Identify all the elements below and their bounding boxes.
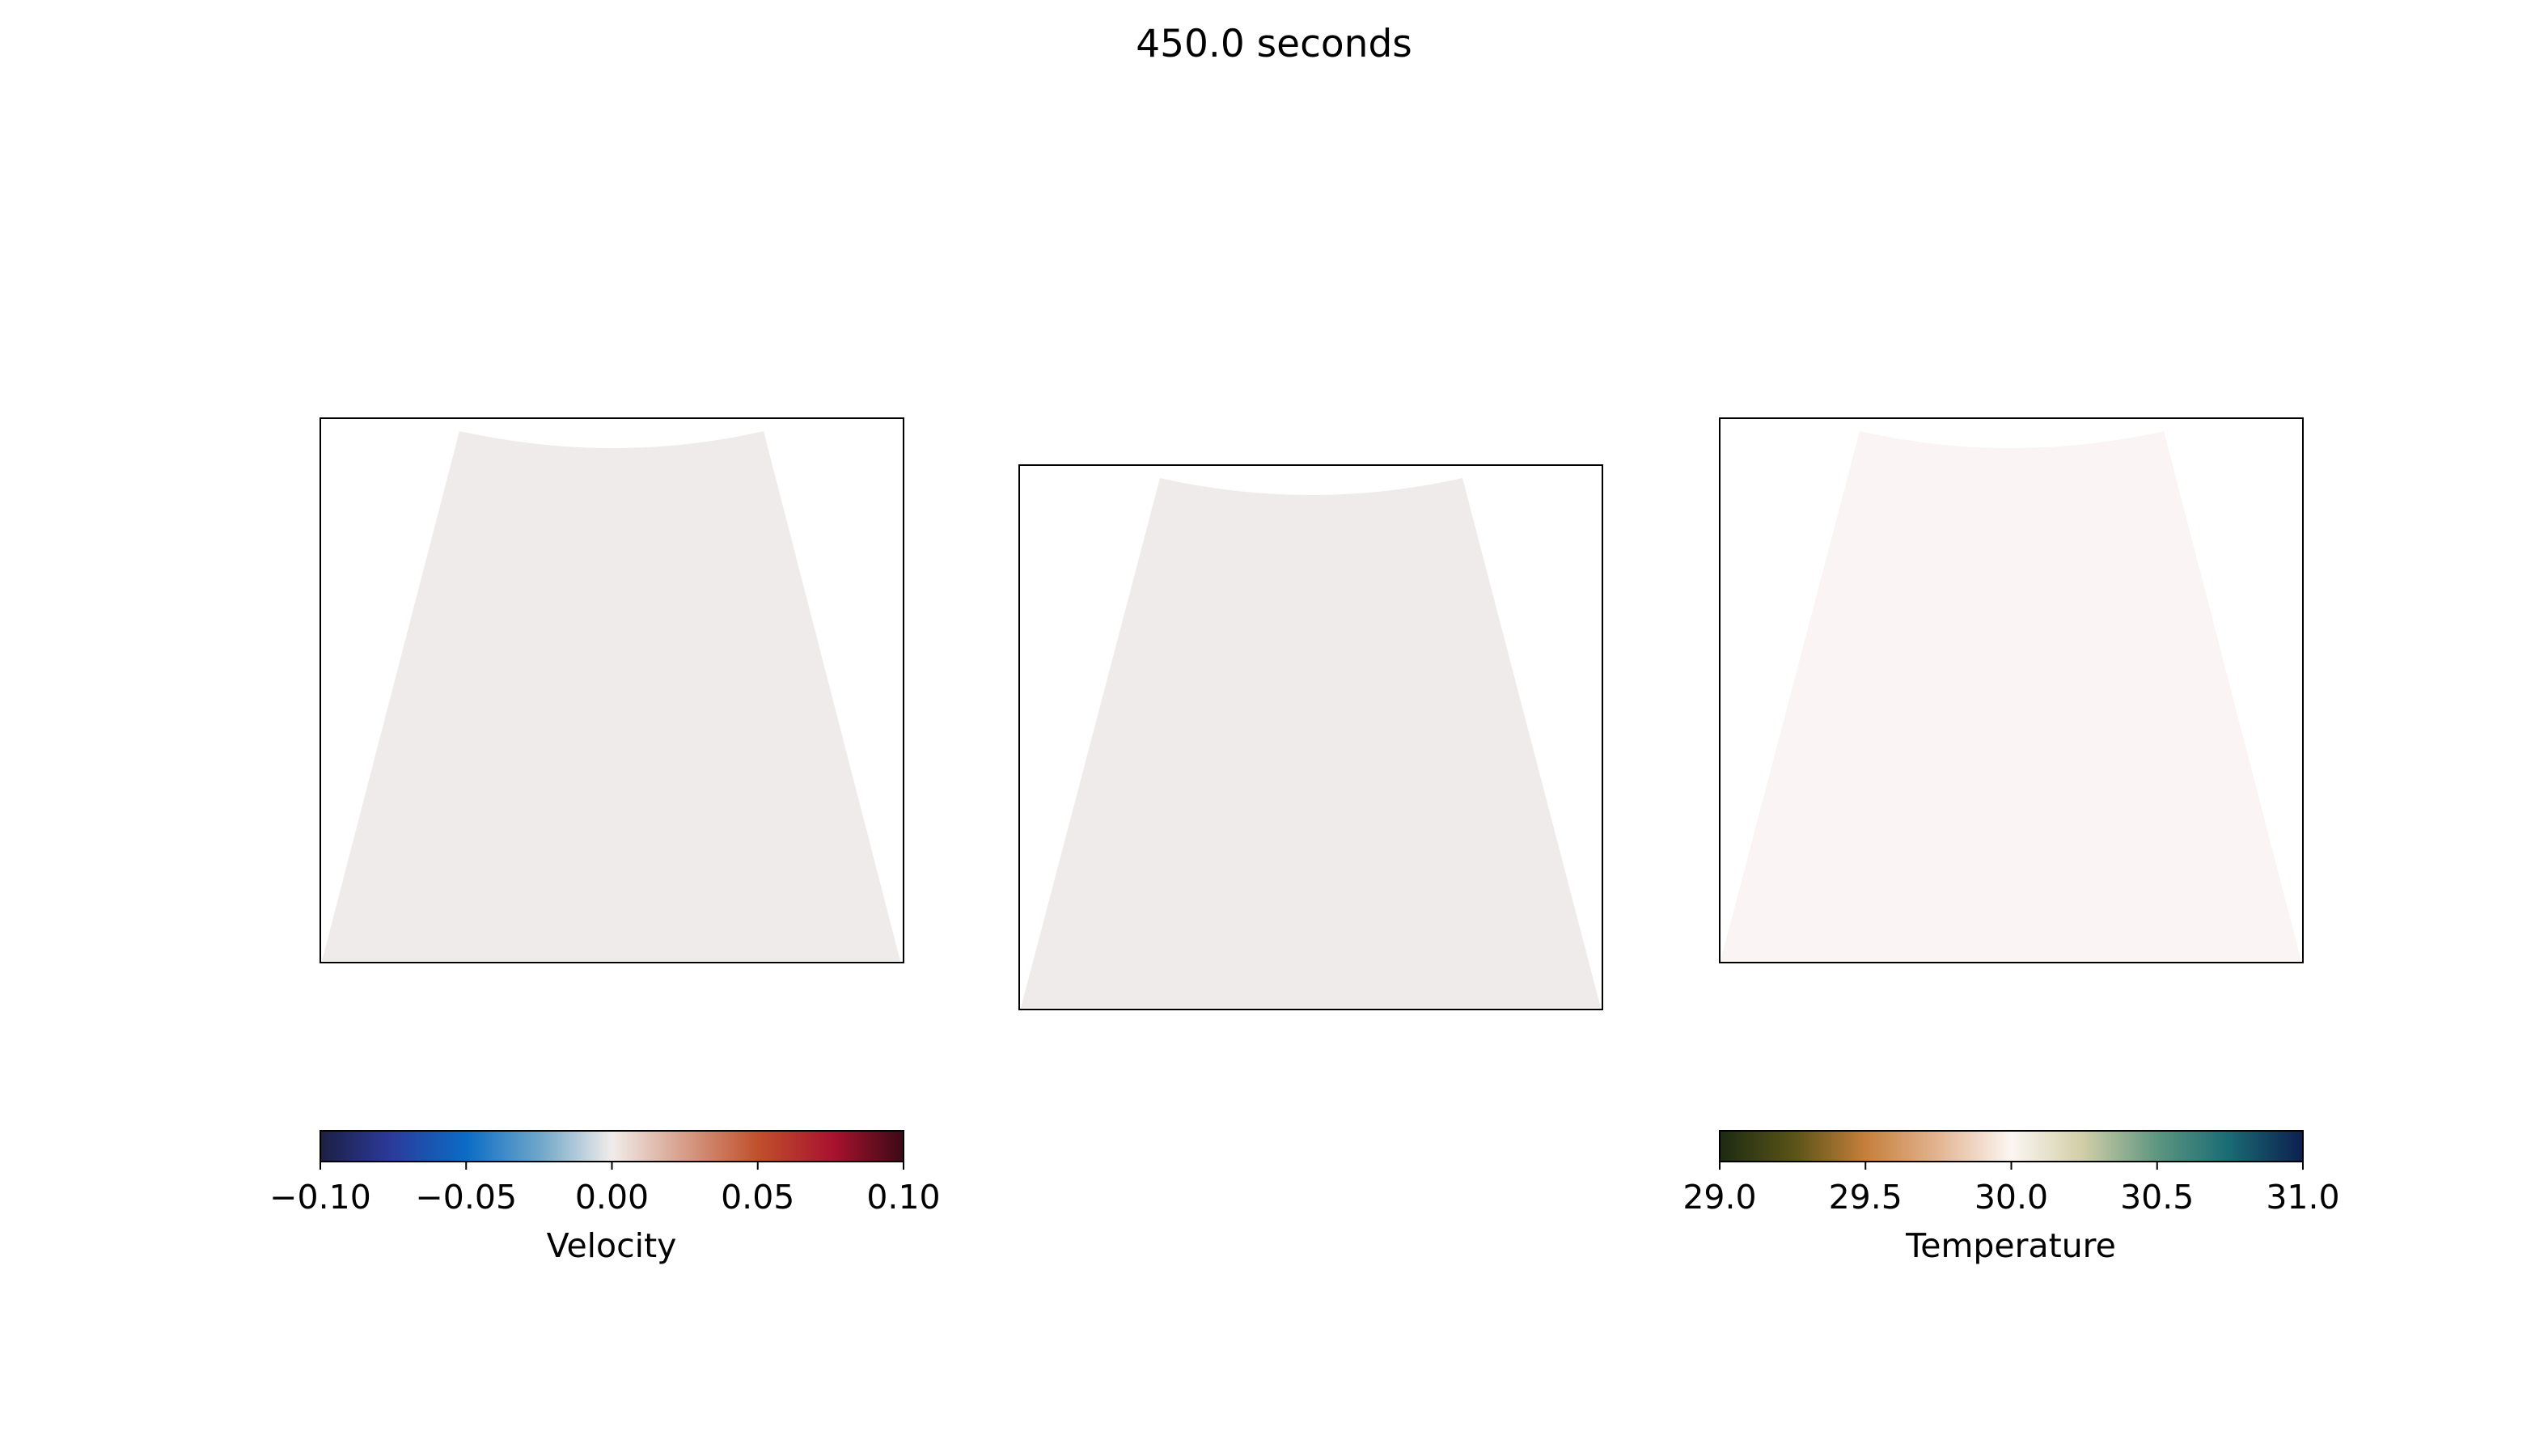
temperature-tick-label: 29.5 [1829,1178,1903,1217]
panel-center-frame [1018,464,1603,1010]
temperature-colorbar-gradient [1719,1130,2304,1162]
panel-right-frame [1719,417,2304,963]
panel-right [1719,417,2304,963]
temperature-tick-label: 31.0 [2266,1178,2339,1217]
domain-shape-center [1021,478,1601,1008]
velocity-tick-label: 0.00 [575,1178,649,1217]
temperature-tick-label: 30.0 [1974,1178,2048,1217]
velocity-colorbar-ticks: −0.10 −0.05 0.00 0.05 0.10 [269,1162,941,1217]
velocity-tick-label: −0.10 [269,1178,371,1217]
temperature-colorbar: 29.0 29.5 30.0 30.5 31.0 Temperature [1682,1130,2340,1265]
velocity-colorbar-label: Velocity [547,1226,677,1265]
temperature-tick-label: 30.5 [2120,1178,2194,1217]
domain-shape-left [322,431,900,961]
panel-center [1018,464,1603,1010]
velocity-colorbar: −0.10 −0.05 0.00 0.05 0.10 Velocity [269,1130,941,1265]
panel-left [320,417,904,963]
domain-shape-right [1721,431,2301,961]
temperature-colorbar-ticks: 29.0 29.5 30.0 30.5 31.0 [1682,1162,2340,1217]
temperature-tick-label: 29.0 [1682,1178,1756,1217]
panel-left-frame [320,417,904,963]
temperature-colorbar-label: Temperature [1905,1226,2116,1265]
velocity-tick-label: 0.05 [721,1178,794,1217]
velocity-tick-label: −0.05 [415,1178,517,1217]
velocity-tick-label: 0.10 [866,1178,940,1217]
figure-title: 450.0 seconds [1136,22,1412,66]
velocity-colorbar-gradient [320,1130,904,1162]
